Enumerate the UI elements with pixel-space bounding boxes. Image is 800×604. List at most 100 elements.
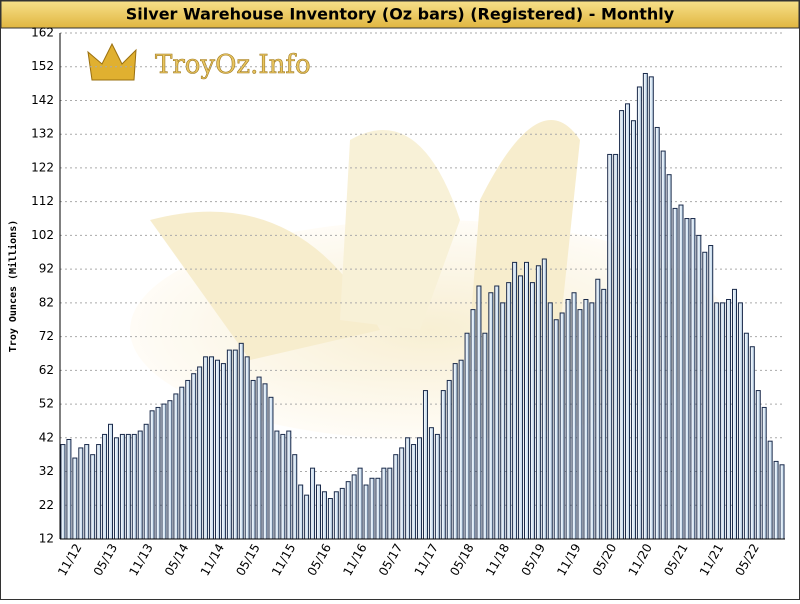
bar [339, 487, 345, 540]
bar [214, 359, 220, 540]
bar [167, 400, 173, 540]
y-tick-label: 132 [31, 127, 54, 141]
bar [321, 491, 327, 540]
bar [209, 356, 215, 540]
bar [310, 467, 316, 540]
bar [690, 218, 696, 540]
bar [256, 376, 262, 540]
bar [702, 251, 708, 540]
bar [672, 207, 678, 540]
bar [369, 477, 375, 540]
bar [607, 153, 613, 540]
bar [630, 120, 636, 540]
bar [619, 110, 625, 540]
bar [428, 427, 434, 540]
bar [226, 349, 232, 540]
bar [482, 332, 488, 540]
y-tick-label: 162 [31, 26, 54, 40]
bar [90, 454, 96, 540]
bar [547, 302, 553, 540]
y-tick-label: 32 [39, 464, 54, 478]
y-tick-label: 52 [39, 397, 54, 411]
bar [654, 126, 660, 540]
bar [571, 292, 577, 540]
bar [755, 390, 761, 540]
bar [268, 396, 274, 540]
bar [363, 484, 369, 540]
bar [119, 433, 125, 540]
bar [72, 457, 78, 540]
bar [583, 298, 589, 540]
y-axis-label: Troy Ounces (Millions) [7, 220, 19, 352]
bar [512, 261, 518, 540]
bar [625, 103, 631, 540]
bar [351, 474, 357, 540]
bar [179, 386, 185, 540]
bar [500, 302, 506, 540]
bar [280, 433, 286, 540]
bar [684, 218, 690, 540]
bar [636, 86, 642, 540]
y-tick-label: 152 [31, 59, 54, 73]
bar [589, 302, 595, 540]
bar [737, 302, 743, 540]
bar [440, 390, 446, 540]
bar [405, 437, 411, 540]
bar [613, 153, 619, 540]
bar [767, 440, 773, 540]
bar [316, 484, 322, 540]
bar [137, 430, 143, 540]
y-tick-label: 142 [31, 93, 54, 107]
logo-text: TroyOz.Info [155, 50, 311, 80]
y-tick-label: 102 [31, 228, 54, 242]
bar [452, 363, 458, 540]
bar [173, 393, 179, 540]
bar [446, 379, 452, 540]
bar [393, 454, 399, 540]
bar [220, 363, 226, 540]
bar [149, 410, 155, 540]
bar [541, 258, 547, 540]
bar [292, 454, 298, 540]
bar [642, 72, 648, 540]
bar [333, 491, 339, 540]
bar [559, 312, 565, 540]
bar [749, 346, 755, 540]
bar [327, 498, 333, 540]
bar [203, 356, 209, 540]
bar [523, 261, 529, 540]
bar [743, 332, 749, 540]
bar [720, 302, 726, 540]
bar [726, 298, 732, 540]
bar [761, 406, 767, 540]
bar [60, 444, 66, 540]
bar [434, 433, 440, 540]
bar [345, 481, 351, 540]
bar [274, 430, 280, 540]
bar [262, 383, 268, 540]
y-tick-label: 42 [39, 430, 54, 444]
bar [417, 437, 423, 540]
bar [304, 494, 310, 540]
bar [250, 379, 256, 540]
bar [125, 433, 131, 540]
bar [577, 309, 583, 540]
bar [161, 403, 167, 540]
bar [506, 282, 512, 540]
bar [488, 292, 494, 540]
bar [553, 319, 559, 540]
bar [238, 342, 244, 540]
bar [595, 278, 601, 540]
bar [494, 285, 500, 540]
y-tick-label: 22 [39, 498, 54, 512]
bar [298, 484, 304, 540]
bar [375, 477, 381, 540]
bar [66, 438, 72, 540]
bar [666, 174, 672, 540]
bar [84, 444, 90, 540]
bar [458, 359, 464, 540]
bar [714, 302, 720, 540]
bar [773, 460, 779, 540]
bar [399, 447, 405, 540]
